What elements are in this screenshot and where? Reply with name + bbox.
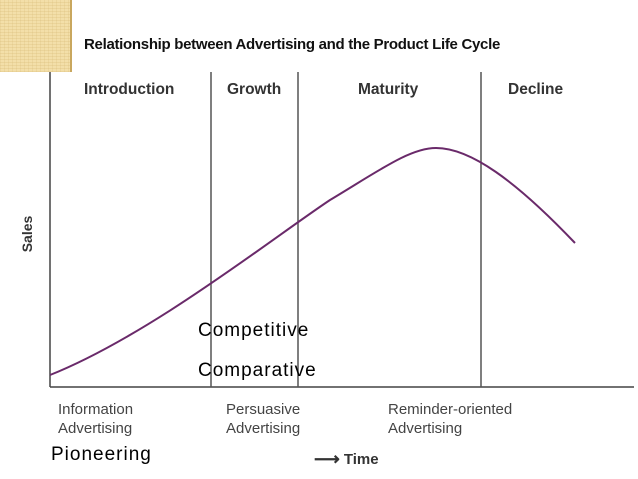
advertising-type-persuasive: Persuasive Advertising <box>226 400 300 438</box>
stage-growth: Growth <box>227 81 282 98</box>
advertising-type-line: Information <box>58 401 134 418</box>
advertising-type-line: Advertising <box>388 420 463 437</box>
diagram-title: Relationship between Advertising and the… <box>84 36 500 53</box>
advertising-type-line: Advertising <box>58 420 133 437</box>
x-axis-label: Time <box>343 451 379 468</box>
label-competitive: Competitive <box>198 320 310 341</box>
sales-curve <box>49 146 576 376</box>
x-axis-label-group: ⟶ Time <box>314 449 379 470</box>
label-comparative: Comparative <box>198 360 317 381</box>
advertising-type-line: Reminder-oriented <box>388 401 513 418</box>
stage-decline: Decline <box>508 81 564 98</box>
advertising-type-information: Information Advertising <box>58 400 133 438</box>
stage-introduction: Introduction <box>84 81 175 98</box>
advertising-type-line: Advertising <box>226 420 301 437</box>
corner-divider <box>70 0 72 72</box>
label-pioneering: Pioneering <box>51 444 152 465</box>
advertising-type-reminder: Reminder-oriented Advertising <box>388 400 512 438</box>
stage-maturity: Maturity <box>358 81 419 98</box>
advertising-type-line: Persuasive <box>226 401 301 418</box>
y-axis-label: Sales <box>19 215 35 253</box>
arrow-right-icon: ⟶ <box>314 449 340 469</box>
corner-decoration <box>0 0 70 72</box>
